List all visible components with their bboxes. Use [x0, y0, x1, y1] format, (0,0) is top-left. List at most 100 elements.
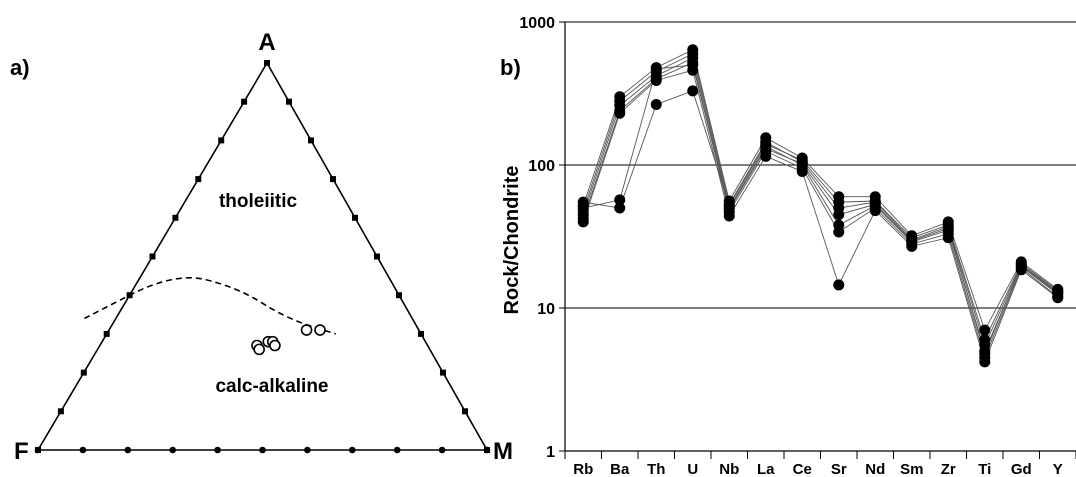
y-tick-labels: 1 10 100 1000 — [519, 15, 555, 461]
data-point — [869, 198, 881, 210]
vertex-label-f: F — [14, 438, 29, 465]
gridlines — [559, 21, 1076, 452]
data-point — [796, 158, 808, 170]
data-point — [833, 279, 845, 291]
x-tick-label: Sr — [831, 461, 847, 477]
edge-tick — [103, 330, 110, 337]
x-tick-label: Zr — [941, 461, 956, 477]
edge-tick — [462, 408, 468, 415]
data-point — [979, 348, 991, 360]
data-point — [614, 194, 626, 206]
edge-tick — [124, 446, 132, 454]
ternary-edge-ticks — [34, 60, 491, 454]
edge-tick — [218, 137, 225, 144]
data-point — [577, 202, 589, 214]
edge-tick — [440, 369, 446, 376]
data-point — [614, 107, 626, 119]
data-point — [979, 334, 991, 346]
edge-tick — [286, 98, 292, 105]
series-line — [583, 64, 1059, 355]
series-line — [582, 61, 1059, 359]
edge-tick — [393, 446, 401, 454]
x-tick-label: Ti — [978, 461, 991, 477]
edge-tick — [34, 446, 42, 454]
data-point — [687, 59, 699, 71]
edge-tick — [259, 446, 266, 454]
data-point — [833, 226, 845, 238]
sample-point — [253, 343, 265, 356]
series-line — [582, 69, 1059, 364]
data-point — [1052, 287, 1064, 299]
edge-tick — [483, 446, 491, 454]
vertex-label-a: A — [258, 29, 275, 56]
panel-a-label: a) — [10, 55, 30, 80]
y-tick-label: 1 — [546, 444, 555, 461]
edge-tick — [352, 214, 358, 221]
data-point — [760, 143, 772, 155]
data-point — [650, 74, 662, 86]
edge-tick — [241, 98, 248, 105]
data-point — [1015, 260, 1027, 272]
edge-tick — [374, 253, 380, 260]
edge-tick — [418, 330, 424, 337]
data-point — [577, 216, 589, 228]
data-point — [723, 203, 735, 215]
edge-tick — [304, 446, 311, 454]
data-point — [906, 235, 918, 247]
series-line — [583, 90, 1059, 341]
y-tick-label: 1000 — [519, 15, 555, 32]
field-label-tholeiitic: tholeiitic — [219, 191, 298, 212]
x-tick-label: Nb — [719, 461, 739, 477]
x-tick-label: Gd — [1011, 461, 1032, 477]
x-tick-label: Y — [1053, 461, 1063, 477]
edge-tick — [195, 176, 202, 183]
x-tick-label: Th — [647, 461, 665, 477]
panel-b-label: b) — [500, 55, 521, 80]
edge-tick — [214, 446, 221, 454]
data-point — [614, 202, 626, 214]
edge-tick — [172, 214, 179, 221]
series-markers — [577, 44, 1064, 368]
data-point — [687, 85, 699, 97]
x-tick-label: U — [687, 461, 698, 477]
spider-diagram: b) Rock/Chondrite 1 10 100 1000 Rb Ba Th U Nb La… — [500, 15, 1076, 477]
x-tick-label: Sm — [900, 461, 923, 477]
y-tick-label: 10 — [537, 301, 555, 318]
data-point — [942, 232, 954, 244]
edge-tick — [396, 292, 402, 299]
x-tick-label: La — [757, 461, 775, 477]
edge-tick — [308, 137, 314, 144]
edge-tick — [79, 446, 87, 454]
series-line — [582, 57, 1059, 353]
sample-point — [314, 324, 326, 336]
edge-tick — [57, 408, 64, 415]
series-lines — [582, 49, 1059, 364]
sample-points — [251, 324, 326, 356]
data-point — [760, 150, 772, 162]
data-point — [650, 63, 662, 75]
y-axis-label: Rock/Chondrite — [501, 166, 523, 315]
data-point — [650, 98, 662, 110]
field-label-calc-alkaline: calc-alkaline — [215, 376, 328, 397]
series-line — [582, 49, 1059, 332]
sample-point — [269, 339, 281, 352]
edge-tick — [349, 446, 356, 454]
x-tick-label: Ce — [793, 461, 812, 477]
edge-tick — [80, 369, 87, 376]
x-tick-label: Rb — [573, 461, 593, 477]
x-tick-label: Nd — [865, 461, 885, 477]
x-tick-labels: Rb Ba Th U Nb La Ce Sr Nd Sm Zr Ti Gd Y — [564, 451, 1076, 477]
data-point — [979, 324, 991, 336]
data-point — [833, 196, 845, 208]
edge-tick — [149, 253, 156, 260]
y-tick-label: 100 — [528, 158, 555, 175]
edge-tick — [438, 446, 446, 454]
sample-point — [300, 324, 313, 336]
x-tick-label: Ba — [610, 461, 630, 477]
afm-ternary-plot: a) A F M tholeiitic calc-alkaline — [10, 29, 513, 465]
data-point — [942, 222, 954, 234]
tholeiitic-calc-alkaline-boundary — [84, 277, 336, 335]
edge-tick — [169, 446, 176, 454]
data-point — [979, 356, 991, 368]
